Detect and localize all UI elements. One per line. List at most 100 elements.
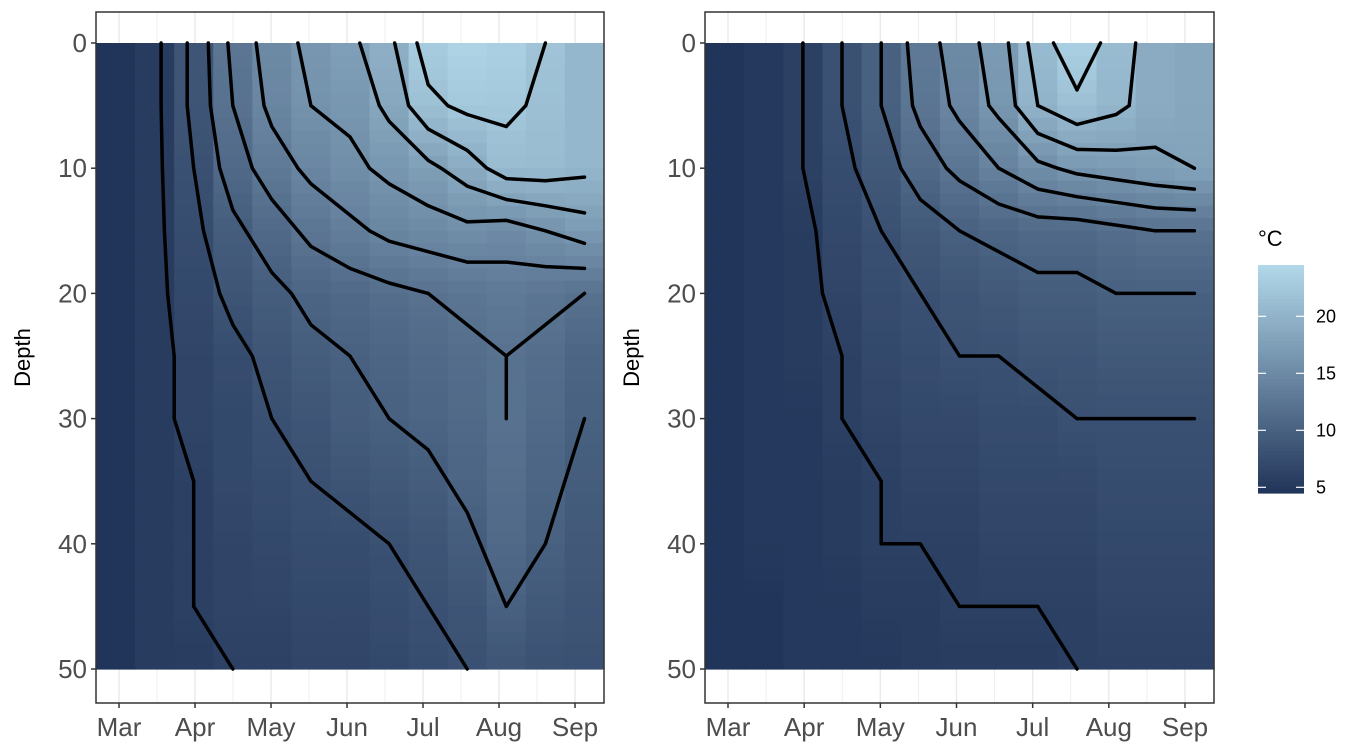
heatmap-tile — [939, 305, 980, 320]
heatmap-tile — [525, 280, 566, 294]
heatmap-tile — [564, 193, 605, 207]
contour-line-18 — [358, 41, 587, 215]
heatmap-tile — [252, 568, 292, 582]
heatmap-tile — [861, 218, 902, 232]
legend-color-bar — [1258, 481, 1304, 486]
heatmap-tile — [861, 280, 902, 294]
heatmap-tile — [822, 143, 863, 157]
heatmap-tile — [330, 80, 371, 94]
heatmap-tile — [822, 506, 863, 520]
heatmap-tile — [252, 456, 292, 470]
heatmap-tile — [783, 643, 824, 658]
legend-color-bar — [1258, 428, 1304, 433]
legend-color-bar — [1258, 268, 1304, 274]
panel-border — [95, 11, 605, 704]
heatmap-tile — [705, 368, 745, 382]
heatmap-tile — [1135, 493, 1176, 507]
heatmap-tile — [861, 606, 902, 620]
heatmap-tile — [939, 180, 980, 194]
heatmap-tile — [525, 443, 566, 457]
heatmap-tile — [979, 368, 1019, 382]
heatmap-tile — [486, 93, 527, 107]
heatmap-tile — [174, 418, 214, 432]
heatmap-tile — [369, 443, 410, 457]
legend-color-bar — [1258, 458, 1304, 464]
heatmap-tile — [96, 280, 136, 294]
heatmap-tile — [1018, 656, 1058, 670]
heatmap-tile — [861, 143, 902, 157]
heatmap-tile — [861, 568, 902, 582]
heatmap-tile — [900, 93, 941, 107]
heatmap-tile — [135, 568, 175, 582]
heatmap-tile — [939, 55, 980, 69]
heatmap-tile — [900, 443, 941, 457]
heatmap-tile — [291, 381, 332, 395]
heatmap-tile — [744, 643, 784, 658]
heatmap-tile — [252, 656, 292, 670]
heatmap-tile — [939, 518, 980, 532]
heatmap-tile — [213, 368, 253, 382]
heatmap-tile — [979, 343, 1019, 357]
heatmap-tile — [408, 531, 449, 545]
heatmap-tile — [1174, 518, 1215, 532]
heatmap-tile — [525, 593, 566, 607]
heatmap-tile — [96, 406, 136, 420]
heatmap-tile — [369, 155, 410, 169]
heatmap-tile — [1135, 305, 1176, 320]
heatmap-tile — [408, 406, 449, 420]
heatmap-tile — [822, 656, 863, 670]
heatmap-tile — [1174, 431, 1215, 445]
heatmap-tile — [705, 168, 745, 182]
heatmap-tile — [1174, 318, 1215, 332]
heatmap-tile — [564, 105, 605, 119]
heatmap-tile — [705, 180, 745, 194]
heatmap-tile — [252, 293, 292, 307]
legend-color-bar — [1258, 470, 1304, 475]
heatmap-tile — [1135, 418, 1176, 432]
heatmap-tile — [564, 243, 605, 257]
heatmap-tile — [939, 43, 980, 57]
heatmap-tile — [1018, 468, 1058, 482]
heatmap-tile — [1057, 593, 1098, 607]
heatmap-tile — [1135, 456, 1176, 470]
heatmap-tile — [330, 93, 371, 107]
heatmap-tile — [1174, 243, 1215, 257]
heatmap-tile — [291, 193, 332, 207]
heatmap-tile — [1174, 118, 1215, 132]
heatmap-tile — [1135, 656, 1176, 670]
heatmap-tile — [96, 118, 136, 132]
heatmap-tile — [1174, 230, 1215, 244]
heatmap-tile — [174, 193, 214, 207]
heatmap-tile — [705, 268, 745, 282]
heatmap-tile — [135, 280, 175, 294]
heatmap-tile — [939, 568, 980, 582]
heatmap-tile — [564, 118, 605, 132]
heatmap-tile — [525, 105, 566, 119]
heatmap-tile — [1135, 581, 1176, 595]
heatmap-tile — [979, 543, 1019, 557]
heatmap-tile — [252, 443, 292, 457]
legend-color-bar — [1258, 466, 1304, 471]
heatmap-tile — [291, 618, 332, 633]
heatmap-tile — [939, 431, 980, 445]
heatmap-tile — [213, 456, 253, 470]
heatmap-tile — [330, 543, 371, 557]
heatmap-tile — [291, 643, 332, 658]
heatmap-tile — [135, 506, 175, 520]
heatmap-tile — [291, 118, 332, 132]
x-tick-label: Apr — [175, 712, 216, 742]
heatmap-tile — [1057, 618, 1098, 633]
heatmap-tile — [486, 330, 527, 345]
heatmap-tile — [705, 105, 745, 119]
heatmap-tile — [1135, 293, 1176, 307]
heatmap-tile — [1174, 280, 1215, 294]
heatmap-tile — [1135, 531, 1176, 545]
heatmap-tile — [525, 631, 566, 645]
heatmap-tile — [486, 305, 527, 320]
heatmap-tile — [979, 568, 1019, 582]
heatmap-tile — [783, 205, 824, 219]
heatmap-tile — [486, 456, 527, 470]
heatmap-tile — [486, 531, 527, 545]
heatmap-tile — [369, 456, 410, 470]
heatmap-tile — [1018, 68, 1058, 82]
